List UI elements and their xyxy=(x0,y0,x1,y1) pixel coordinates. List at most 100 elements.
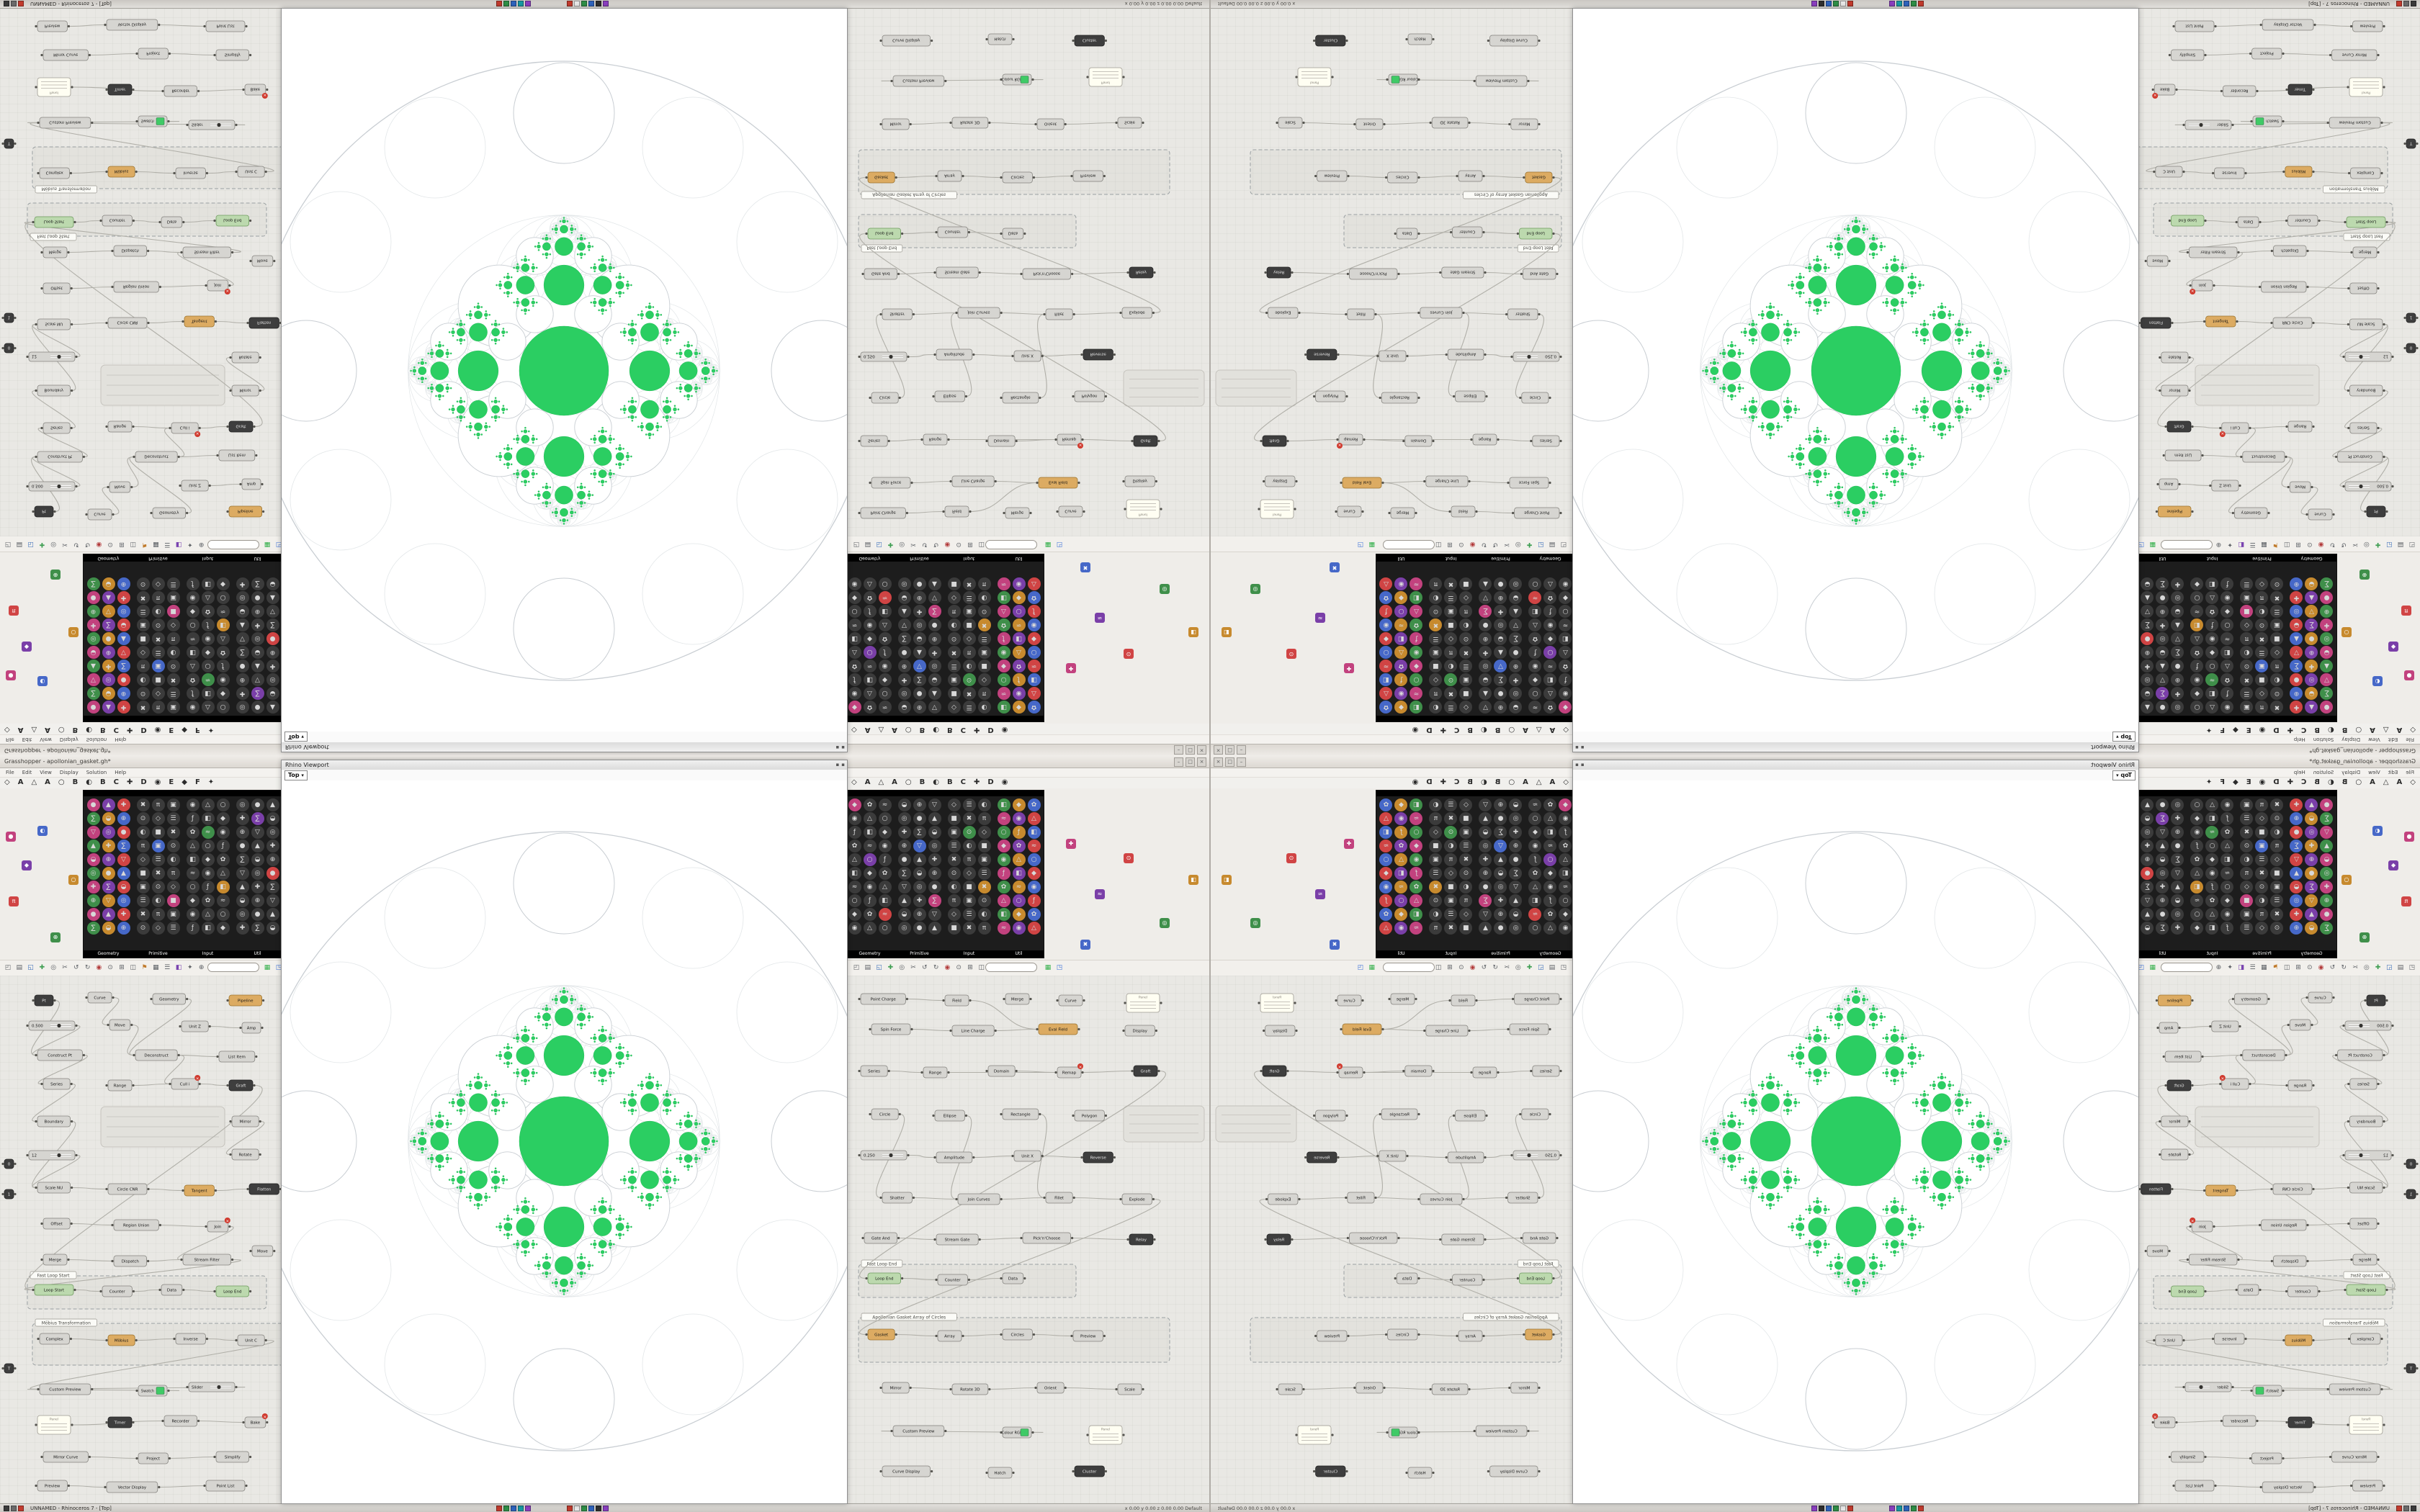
gh-node[interactable]: 12 xyxy=(26,1150,78,1161)
palette-component-icon[interactable]: ◉ xyxy=(1543,618,1557,631)
gh-node[interactable]: Cluster xyxy=(1072,1465,1107,1477)
palette-component-icon[interactable]: ◧ xyxy=(997,701,1010,714)
palette-component-icon[interactable]: ◇ xyxy=(151,812,165,825)
palette-component-icon[interactable]: △ xyxy=(1543,812,1557,825)
toolbar-icon[interactable]: ✂ xyxy=(1504,541,1510,548)
palette-loose-icon[interactable]: π xyxy=(2401,896,2411,906)
palette-loose-icon[interactable]: ⊕ xyxy=(2360,570,2370,580)
toolbar-icon[interactable]: ▦ xyxy=(264,541,271,548)
palette-component-icon[interactable]: ● xyxy=(251,908,264,921)
tray-icon[interactable] xyxy=(1896,1506,1902,1511)
palette-component-icon[interactable]: ▽ xyxy=(1494,660,1507,672)
palette-component-icon[interactable]: π xyxy=(136,660,150,672)
gh-node[interactable]: Complex xyxy=(2348,1333,2383,1345)
palette-tab[interactable]: ◇ xyxy=(851,778,857,786)
gh-node[interactable]: Join Curves xyxy=(955,1193,1003,1205)
palette-component-icon[interactable]: ▣ xyxy=(1444,605,1458,618)
gh-node[interactable]: Circles xyxy=(1000,1328,1035,1341)
palette-component-icon[interactable]: ∑ xyxy=(236,853,249,866)
palette-tab[interactable]: A xyxy=(2370,726,2375,734)
toolbar-icon[interactable]: ⊕ xyxy=(198,964,205,971)
gh-node[interactable]: Boundary xyxy=(2347,1115,2385,1128)
toolbar-icon[interactable]: ☰ xyxy=(164,964,171,971)
palette-component-icon[interactable]: ✖ xyxy=(1429,881,1443,894)
toolbar-icon[interactable]: ◧ xyxy=(175,964,182,971)
gh-node[interactable]: Recorder xyxy=(161,85,200,97)
palette-component-icon[interactable]: ■ xyxy=(947,577,961,590)
palette-component-icon[interactable]: ▽ xyxy=(2171,867,2184,880)
gh-node[interactable]: Region Union xyxy=(2259,281,2309,293)
palette-component-icon[interactable]: ✖ xyxy=(1444,922,1458,935)
palette-component-icon[interactable]: ◐ xyxy=(151,605,165,618)
gh-node[interactable]: Loop Start xyxy=(32,216,76,228)
palette-component-icon[interactable]: ◒ xyxy=(2171,605,2184,618)
gh-node[interactable]: Series xyxy=(40,1078,73,1090)
palette-component-icon[interactable]: ◉ xyxy=(848,812,861,825)
palette-tab[interactable]: ○ xyxy=(58,726,65,734)
palette-component-icon[interactable]: ◧ xyxy=(848,867,861,880)
palette-component-icon[interactable]: ◆ xyxy=(2190,687,2204,700)
palette-component-icon[interactable]: ∑ xyxy=(2290,840,2303,852)
gh-node[interactable]: Loop End xyxy=(213,1285,252,1297)
palette-tab[interactable]: C xyxy=(2301,778,2307,786)
palette-component-icon[interactable]: ◧ xyxy=(1012,867,1026,880)
tray-icon[interactable] xyxy=(1847,1,1853,6)
palette-component-icon[interactable]: ◉ xyxy=(1559,577,1572,590)
palette-component-icon[interactable]: ✖ xyxy=(1444,812,1458,825)
palette-component-icon[interactable]: ● xyxy=(913,812,926,825)
viewport-minimize-icon[interactable]: ▪ xyxy=(835,744,840,750)
palette-component-icon[interactable]: ▣ xyxy=(2240,908,2254,921)
palette-component-icon[interactable]: ◉ xyxy=(997,853,1010,866)
toolbar-icon[interactable]: ◎ xyxy=(1515,541,1521,548)
menu-item[interactable]: Help xyxy=(115,737,127,742)
tray-icon[interactable] xyxy=(581,1506,587,1511)
palette-component-icon[interactable]: ● xyxy=(2320,701,2334,714)
palette-component-icon[interactable]: ◉ xyxy=(848,922,861,935)
palette-component-icon[interactable]: ✿ xyxy=(878,867,892,880)
palette-component-icon[interactable]: ▲ xyxy=(2141,798,2154,811)
gh-node[interactable]: Panel xyxy=(1124,499,1162,519)
palette-component-icon[interactable]: ▽ xyxy=(251,826,264,839)
palette-component-icon[interactable]: △ xyxy=(186,660,200,672)
palette-component-icon[interactable]: ⊕ xyxy=(1479,867,1492,880)
palette-component-icon[interactable]: ◒ xyxy=(1494,867,1507,880)
palette-component-icon[interactable]: △ xyxy=(2220,660,2234,672)
palette-component-icon[interactable]: ◎ xyxy=(1494,618,1507,631)
palette-component-icon[interactable]: ▣ xyxy=(2255,660,2269,672)
palette-component-icon[interactable]: ◒ xyxy=(117,881,130,894)
palette-component-icon[interactable]: ✖ xyxy=(962,922,976,935)
palette-component-icon[interactable]: ✚ xyxy=(2171,687,2184,700)
palette-component-icon[interactable]: ◇ xyxy=(962,632,976,645)
palette-component-icon[interactable]: ◇ xyxy=(2255,577,2269,590)
gh-node[interactable]: Merge xyxy=(1003,507,1032,519)
palette-component-icon[interactable]: ◉ xyxy=(186,701,200,714)
gh-node[interactable]: Point List xyxy=(203,20,248,32)
palette-component-icon[interactable]: ▲ xyxy=(2141,591,2154,604)
palette-component-icon[interactable]: ⊙ xyxy=(2270,577,2284,590)
gh-node[interactable]: 1 xyxy=(2403,312,2419,323)
gh-node[interactable]: Amp xyxy=(2156,1022,2181,1034)
gh-node[interactable]: Offset xyxy=(2347,1218,2380,1230)
gh-node[interactable]: Cull i× xyxy=(169,422,201,437)
palette-component-icon[interactable]: ∑ xyxy=(1509,632,1523,645)
palette-component-icon[interactable]: ◉ xyxy=(1027,881,1041,894)
palette-component-icon[interactable]: ✿ xyxy=(848,840,861,852)
palette-component-icon[interactable]: ◆ xyxy=(1543,867,1557,880)
palette-component-icon[interactable]: ◧ xyxy=(1543,826,1557,839)
palette-component-icon[interactable]: ✿ xyxy=(1394,660,1408,672)
gh-node[interactable]: Loop Start xyxy=(2344,216,2388,228)
gh-node[interactable]: Point List xyxy=(203,1480,248,1492)
palette-component-icon[interactable]: π xyxy=(1429,577,1443,590)
tray-icon[interactable] xyxy=(1911,1,1917,6)
palette-component-icon[interactable]: ✖ xyxy=(2255,632,2269,645)
palette-component-icon[interactable]: ✚ xyxy=(913,605,926,618)
gh-node[interactable]: Series xyxy=(858,435,890,447)
palette-component-icon[interactable]: ⊙ xyxy=(2270,812,2284,825)
gh-node[interactable]: Project xyxy=(2249,48,2285,60)
palette-loose-icon[interactable]: ✖ xyxy=(1080,940,1090,950)
palette-component-icon[interactable]: ◎ xyxy=(1494,881,1507,894)
palette-component-icon[interactable]: ✚ xyxy=(928,853,941,866)
palette-tab[interactable]: A xyxy=(864,778,871,786)
palette-component-icon[interactable]: ● xyxy=(266,632,279,645)
palette-component-icon[interactable]: ✚ xyxy=(2156,881,2169,894)
